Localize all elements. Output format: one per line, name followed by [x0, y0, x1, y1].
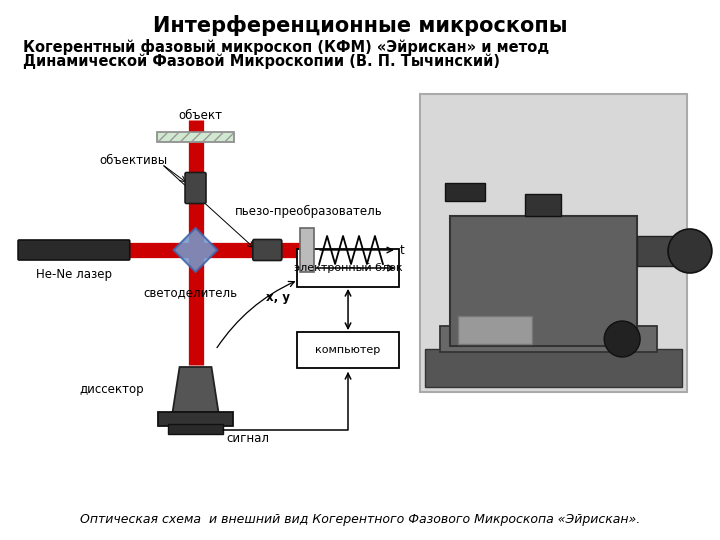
Text: электронный блок: электронный блок [294, 263, 402, 273]
Text: Когерентный фазовый микроскоп (КФМ) «Эйрискан» и метод: Когерентный фазовый микроскоп (КФМ) «Эйр… [23, 39, 549, 55]
Text: сигнал: сигнал [226, 432, 269, 445]
Bar [458, 316, 533, 344]
Bar [158, 412, 233, 426]
FancyBboxPatch shape [297, 332, 399, 368]
FancyBboxPatch shape [185, 172, 206, 204]
Text: Динамической Фазовой Микроскопии (В. П. Тычинский): Динамической Фазовой Микроскопии (В. П. … [23, 53, 500, 69]
Bar [450, 216, 637, 346]
Bar [420, 94, 687, 392]
Text: объективы: объективы [99, 153, 168, 166]
Bar [445, 183, 485, 201]
Text: Оптическая схема  и внешний вид Когерентного Фазового Микроскопа «Эйрискан».: Оптическая схема и внешний вид Когерентн… [80, 514, 640, 526]
Text: x, y: x, y [266, 291, 290, 304]
Text: t: t [400, 244, 405, 256]
Text: пьезо-преобразователь: пьезо-преобразователь [235, 205, 383, 218]
Bar [440, 326, 657, 352]
Bar [168, 424, 223, 434]
Text: Интерференционные микроскопы: Интерференционные микроскопы [153, 15, 567, 36]
Polygon shape [173, 367, 218, 412]
Text: компьютер: компьютер [315, 345, 381, 355]
FancyBboxPatch shape [297, 249, 399, 287]
Bar [526, 194, 562, 216]
Text: диссектор: диссектор [79, 383, 144, 396]
Polygon shape [174, 228, 217, 272]
Bar [425, 349, 682, 387]
Text: объект: объект [179, 109, 222, 122]
Text: светоделитель: светоделитель [143, 286, 238, 299]
Bar [637, 236, 682, 266]
Bar [300, 228, 314, 272]
Bar [157, 132, 235, 142]
Circle shape [604, 321, 640, 357]
Circle shape [668, 229, 712, 273]
Bar [157, 132, 235, 142]
FancyBboxPatch shape [18, 240, 130, 260]
Text: He-Ne лазер: He-Ne лазер [36, 268, 112, 281]
FancyBboxPatch shape [253, 240, 282, 260]
